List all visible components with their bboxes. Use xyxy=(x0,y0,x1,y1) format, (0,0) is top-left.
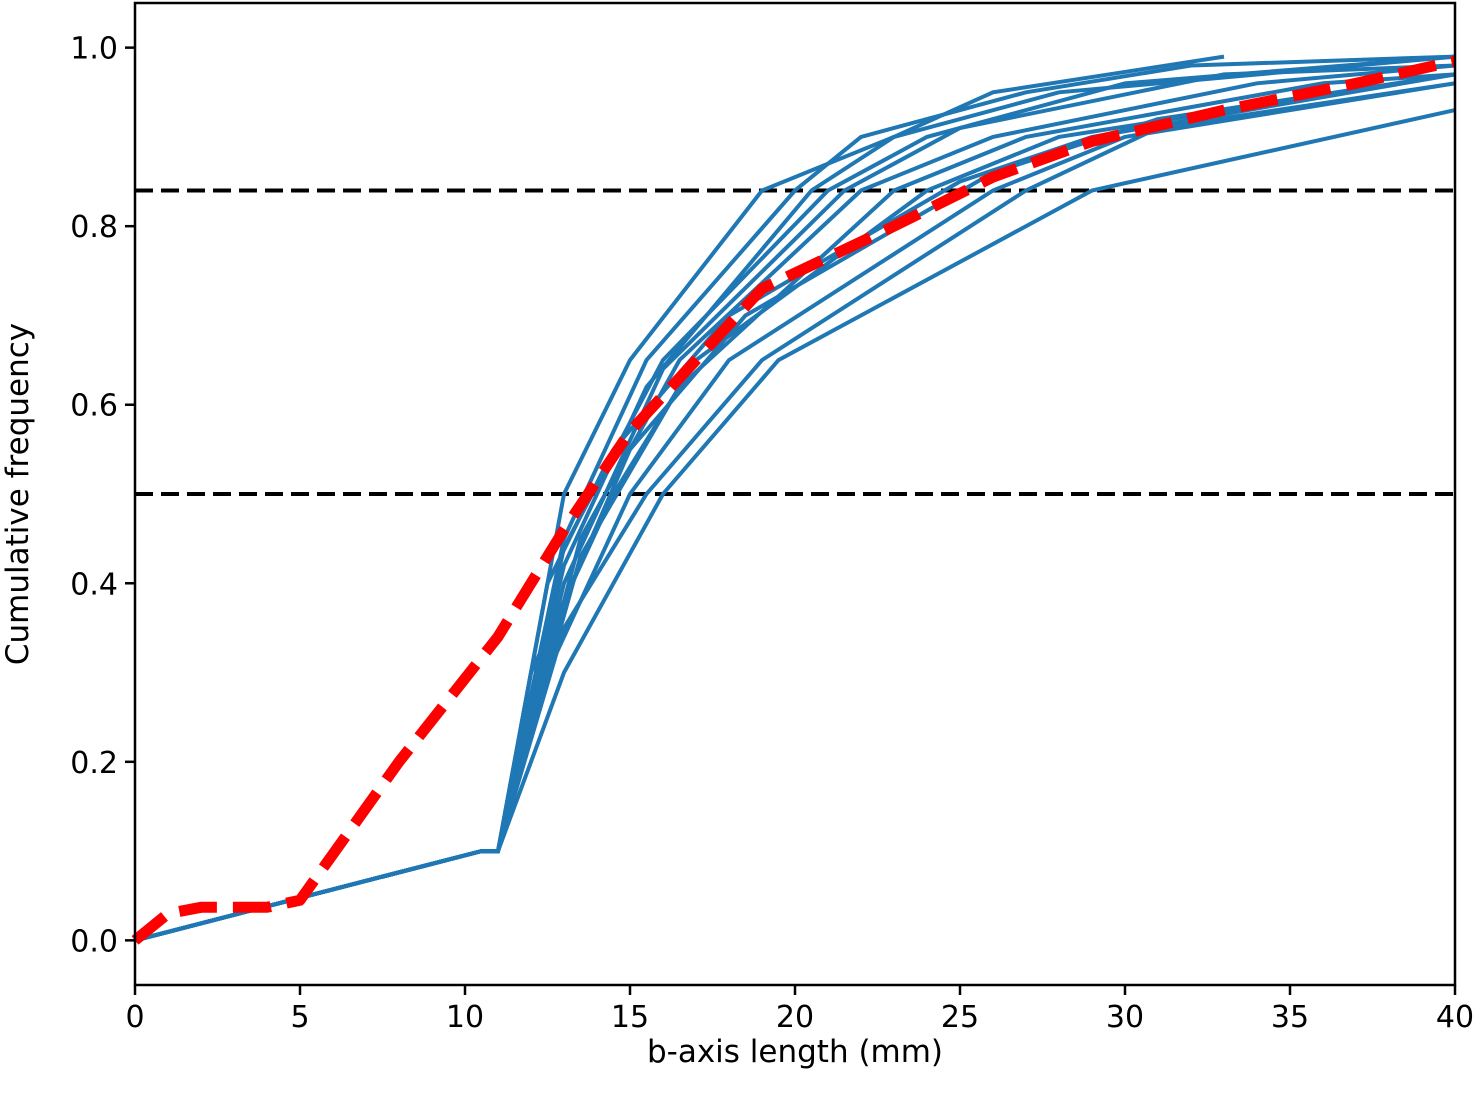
x-tick-label: 30 xyxy=(1106,1000,1144,1035)
axis-ticks: 0 5 10 15 20 25 30 35 40 0.0 0.2 0.4 0.6 0.8 1.0 xyxy=(70,32,1474,1035)
y-tick-label: 0.6 xyxy=(70,389,118,424)
y-tick-label: 0.0 xyxy=(70,924,118,959)
x-tick-label: 10 xyxy=(446,1000,484,1035)
series-line-6 xyxy=(134,63,1456,943)
y-axis-label: Cumulative frequency xyxy=(0,323,36,665)
mean-series-line xyxy=(131,55,1457,945)
x-axis-label: b-axis length (mm) xyxy=(647,1034,943,1070)
series-line-8 xyxy=(134,72,1456,943)
y-tick-label: 0.2 xyxy=(70,746,118,781)
x-tick-label: 40 xyxy=(1436,1000,1474,1035)
x-tick-label: 15 xyxy=(611,1000,649,1035)
series-line-7 xyxy=(134,72,1456,943)
y-tick-label: 1.0 xyxy=(70,32,118,67)
y-tick-label: 0.4 xyxy=(70,567,118,602)
x-tick-label: 25 xyxy=(941,1000,979,1035)
plot-lines xyxy=(131,54,1457,945)
series-line-11 xyxy=(134,108,1456,943)
x-tick-label: 0 xyxy=(125,1000,144,1035)
x-tick-label: 20 xyxy=(776,1000,814,1035)
x-tick-label: 5 xyxy=(290,1000,309,1035)
series-line-5 xyxy=(134,63,1456,943)
series-line-12 xyxy=(134,72,1456,943)
x-tick-label: 35 xyxy=(1271,1000,1309,1035)
y-tick-label: 0.8 xyxy=(70,210,118,245)
series-line-13 xyxy=(134,72,1456,943)
